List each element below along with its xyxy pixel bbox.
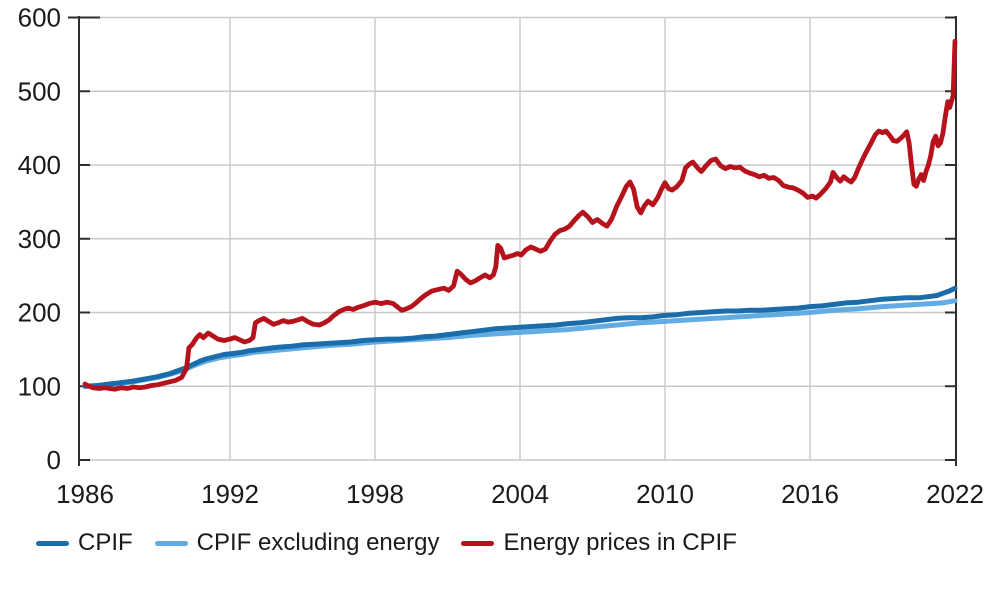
y-axis-labels: 0 100 200 300 400 500 600 [18,3,61,476]
x-tick-label: 2022 [926,479,984,509]
y-tick-label: 600 [18,3,61,33]
legend-item-cpif: CPIF [36,531,133,555]
legend-item-cpif-excluding-energy: CPIF excluding energy [154,529,440,556]
y-tick-label: 300 [18,224,61,254]
chart-legend: CPIF CPIF excluding energy Energy prices i… [36,531,737,555]
grid-lines [79,16,956,461]
legend-item-energy-prices-in-cpif: Energy prices in CPIF [461,529,737,556]
y-tick-label: 400 [18,150,61,180]
legend-label-energy-prices-in-cpif: Energy prices in CPIF [503,529,737,556]
x-axis-labels: 1986 1992 1998 2004 2010 2016 2022 [56,479,984,509]
legend-label-cpif: CPIF [78,529,133,556]
legend-swatch-energy-prices-in-cpif [461,540,495,546]
axes [68,16,957,466]
y-tick-label: 500 [18,76,61,106]
series-line-cpif [82,285,958,389]
y-tick-label: 0 [47,445,61,475]
x-tick-label: 2010 [636,479,694,509]
y-tick-label: 100 [18,371,61,401]
x-tick-label: 2004 [491,479,549,509]
legend-swatch-cpif-excluding-energy [154,540,188,546]
x-tick-label: 1986 [56,479,114,509]
series-line-energy-prices-in-cpif [82,38,958,392]
legend-swatch-cpif [36,540,69,546]
x-tick-label: 2016 [781,479,839,509]
legend-label-cpif-excluding-energy: CPIF excluding energy [196,529,440,556]
y-tick-label: 200 [18,298,61,328]
x-tick-label: 1998 [346,479,404,509]
x-tick-label: 1992 [201,479,259,509]
